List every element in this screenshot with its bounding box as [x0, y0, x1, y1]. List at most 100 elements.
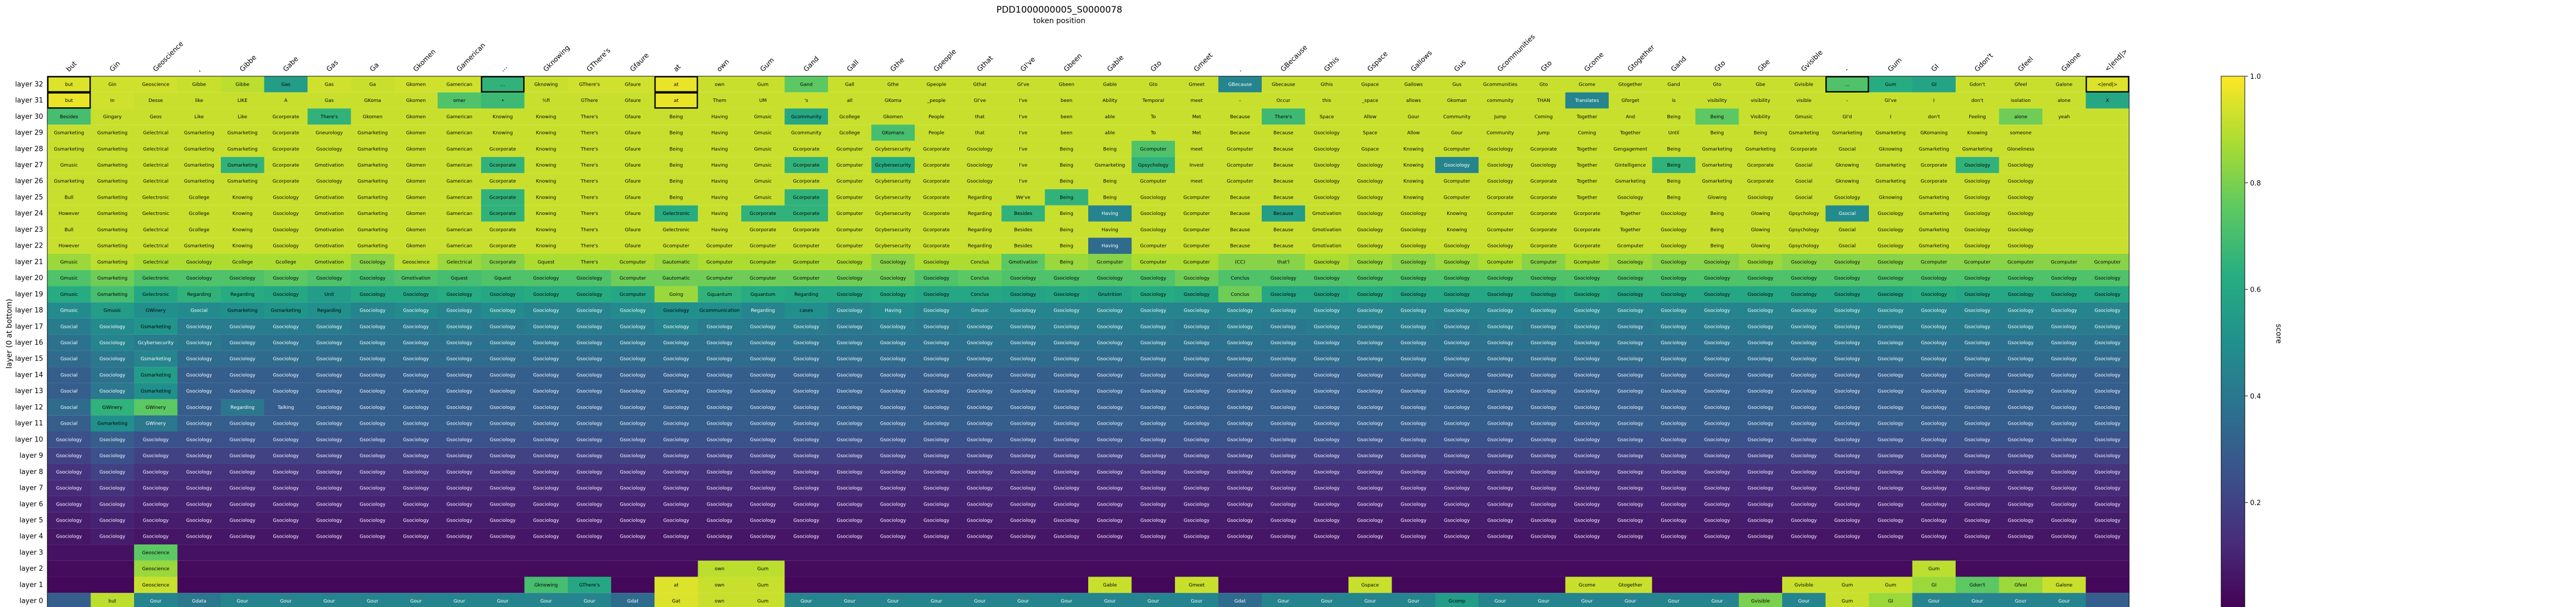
cell-label: Gsociology	[490, 534, 516, 540]
cell-label: Being	[1667, 147, 1681, 152]
heatmap-cell	[1999, 140, 2042, 157]
heatmap-cell	[47, 528, 91, 545]
heatmap-cell	[308, 593, 351, 607]
heatmap-cell	[1088, 464, 1132, 480]
cell-label: Gsociology	[1357, 211, 1384, 217]
heatmap-cell	[1045, 464, 1088, 480]
cell-label: Gsocial	[60, 421, 78, 427]
cell-label: Gsociology	[1184, 308, 1210, 314]
cell-label: Gsociology	[1661, 486, 1687, 491]
heatmap-cell	[958, 544, 1001, 561]
heatmap-cell	[1522, 205, 1566, 222]
cell-label: Community	[1443, 115, 1471, 120]
cell-label: GKoma	[364, 98, 381, 104]
heatmap-cell	[394, 544, 438, 561]
heatmap-cell	[698, 577, 741, 593]
heatmap-cell	[2042, 399, 2086, 416]
cell-label: Gcommunities	[1483, 82, 1517, 87]
heatmap-cell	[655, 560, 698, 577]
heatmap-cell	[915, 157, 958, 173]
cell-label: Knowing	[536, 131, 556, 136]
cell-label: Gsociology	[1661, 518, 1687, 523]
heatmap-cell	[1825, 286, 1869, 303]
cell-label: Gsociology	[924, 421, 950, 427]
heatmap-cell	[524, 302, 568, 318]
cell-label: cases	[800, 308, 813, 314]
cell-label: Gsociology	[1487, 179, 1514, 184]
cell-label: Gmusic	[60, 276, 78, 281]
heatmap-cell	[134, 189, 178, 205]
heatmap-cell	[221, 157, 264, 173]
cell-label: Gsocial	[60, 341, 78, 346]
cell-label: Gsociology	[1834, 437, 1861, 443]
cell-label: Gsociology	[880, 373, 906, 378]
heatmap-cell	[655, 367, 698, 383]
cell-label: Gsociology	[750, 454, 776, 459]
cell-label: Because	[1230, 115, 1251, 120]
heatmap-cell	[1999, 76, 2042, 92]
cell-label: Gsociology	[316, 518, 343, 523]
heatmap-cell	[1392, 318, 1435, 335]
cell-label: Being	[1710, 131, 1724, 136]
heatmap-cell	[1522, 157, 1566, 173]
cell-label: Gsociology	[837, 324, 863, 330]
heatmap-cell	[90, 238, 134, 254]
cell-label: Gengagement	[1613, 147, 1648, 152]
heatmap-cell	[481, 431, 525, 448]
heatmap-cell	[828, 431, 872, 448]
heatmap-cell	[1392, 496, 1435, 512]
heatmap-cell	[1652, 108, 1695, 125]
cell-label: Gmusic	[60, 292, 78, 297]
cell-label: Gpsychology	[1788, 228, 1819, 233]
heatmap-cell	[90, 577, 134, 593]
heatmap-cell	[1088, 140, 1132, 157]
heatmap-cell	[741, 512, 785, 529]
heatmap-cell	[1348, 108, 1392, 125]
heatmap-cell	[1088, 205, 1132, 222]
heatmap-cell	[828, 318, 872, 335]
cell-label: Gsociology	[1965, 486, 1991, 491]
heatmap-cell	[394, 76, 438, 92]
cell-label: Gsociology	[1487, 341, 1514, 346]
heatmap-cell	[2042, 76, 2086, 92]
cell-label: alone	[2058, 98, 2071, 104]
cell-label: Gcomputer	[1444, 195, 1470, 200]
heatmap-cell	[2042, 286, 2086, 303]
heatmap-cell	[308, 238, 351, 254]
cell-label: Gsociology	[1401, 470, 1427, 475]
cell-label: Gsociology	[186, 260, 212, 265]
heatmap-cell	[1305, 351, 1348, 367]
cell-label: Gsocial	[1838, 228, 1856, 233]
cell-label: Gsociology	[2008, 389, 2034, 394]
heatmap-cell	[1522, 189, 1566, 205]
heatmap-cell	[915, 480, 958, 496]
heatmap-cell	[1956, 528, 1999, 545]
cell-label: Gsociology	[1747, 437, 1774, 443]
y-tick-label: layer 23	[15, 226, 43, 234]
cell-label: Gsociology	[1401, 276, 1427, 281]
cell-label: Gsociology	[750, 405, 776, 410]
heatmap-cell	[2086, 528, 2129, 545]
cell-label: Gsociology	[1054, 486, 1080, 491]
cell-label: Gum	[758, 599, 769, 604]
heatmap-cell	[1478, 415, 1522, 431]
cell-label: Gsociology	[1357, 534, 1384, 540]
heatmap-cell	[1348, 496, 1392, 512]
cell-label: Gsociology	[99, 389, 126, 394]
heatmap-cell	[1131, 464, 1175, 480]
heatmap-cell	[1305, 189, 1348, 205]
heatmap-cell	[1912, 464, 1956, 480]
heatmap-cell	[481, 367, 525, 383]
cell-label: Gcomputer	[2051, 260, 2078, 265]
cell-label: Gsociology	[56, 470, 83, 475]
heatmap-cell	[1652, 447, 1695, 464]
cell-label: Gsociology	[1357, 486, 1384, 491]
heatmap-cell	[1695, 238, 1739, 254]
cell-label: Gsociology	[924, 534, 950, 540]
heatmap-cell	[221, 560, 264, 577]
cell-label: Gsociology	[793, 486, 820, 491]
cell-label: Gsociology	[1097, 357, 1123, 362]
cell-label: Gsociology	[1010, 502, 1037, 507]
cell-label: Gsmarketing	[97, 163, 128, 168]
heatmap-cell	[568, 447, 611, 464]
